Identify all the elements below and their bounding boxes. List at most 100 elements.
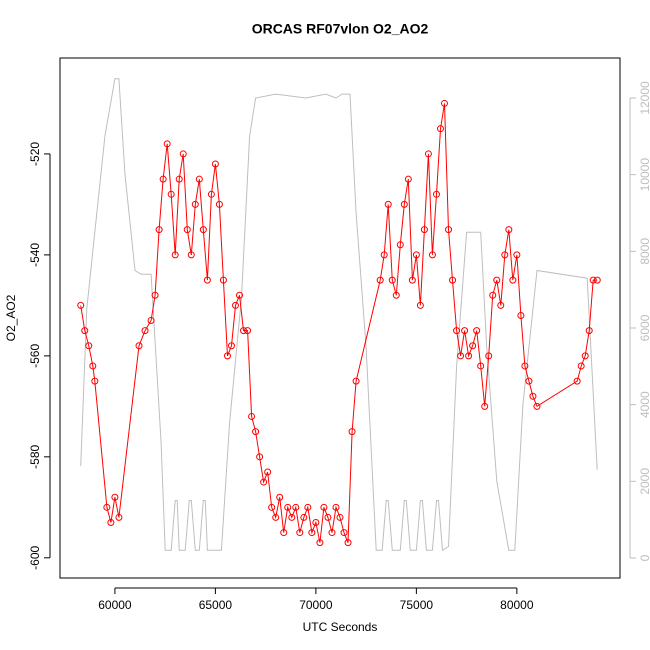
data-point (292, 503, 300, 511)
y-tick-label: -540 (28, 243, 42, 267)
x-tick-label: 60000 (98, 598, 132, 612)
data-point (231, 301, 239, 309)
data-point (505, 226, 513, 234)
data-point (489, 291, 497, 299)
data-point (457, 352, 465, 360)
data-point (300, 513, 308, 521)
data-point (436, 125, 444, 133)
data-point (207, 190, 215, 198)
y2-tick-label: 10000 (638, 158, 650, 192)
data-point (485, 352, 493, 360)
y-tick-label: -560 (28, 344, 42, 368)
data-point (296, 529, 304, 537)
data-point (396, 241, 404, 249)
data-point (408, 276, 416, 284)
data-point (465, 352, 473, 360)
data-point (428, 251, 436, 259)
data-point (493, 276, 501, 284)
data-point (316, 539, 324, 547)
data-point (517, 311, 525, 319)
data-point (236, 291, 244, 299)
data-point (585, 327, 593, 335)
x-tick-label: 75000 (400, 598, 434, 612)
data-point (453, 327, 461, 335)
data-point (324, 513, 332, 521)
x-axis-label: UTC Seconds (303, 620, 378, 634)
data-point (179, 150, 187, 158)
data-point (589, 276, 597, 284)
data-point (384, 200, 392, 208)
data-point (577, 362, 585, 370)
data-point (473, 327, 481, 335)
data-point (167, 190, 175, 198)
y2-tick-label: 0 (638, 554, 650, 561)
x-tick-label: 80000 (500, 598, 534, 612)
data-point (107, 518, 115, 526)
chart-title: ORCAS RF07vlon O2_AO2 (252, 21, 429, 37)
data-point (400, 200, 408, 208)
data-point (280, 529, 288, 537)
data-point (469, 342, 477, 350)
data-point (533, 402, 541, 410)
data-point (332, 503, 340, 511)
data-point (91, 377, 99, 385)
data-point (85, 342, 93, 350)
y-tick-label: -520 (28, 142, 42, 166)
data-point (376, 276, 384, 284)
data-point (525, 377, 533, 385)
data-point (191, 200, 199, 208)
data-point (163, 140, 171, 148)
y2-tick-label: 6000 (638, 314, 650, 341)
data-point (175, 175, 183, 183)
data-point (159, 175, 167, 183)
y-tick-label: -600 (28, 545, 42, 569)
data-point (481, 402, 489, 410)
data-point (260, 478, 268, 486)
data-point (111, 493, 119, 501)
data-point (151, 291, 159, 299)
data-point (392, 291, 400, 299)
x-tick-label: 65000 (199, 598, 233, 612)
data-point (199, 226, 207, 234)
data-point (501, 251, 509, 259)
data-point (449, 276, 457, 284)
data-point (352, 377, 360, 385)
data-point (252, 428, 260, 436)
data-point (477, 362, 485, 370)
data-point (416, 301, 424, 309)
data-point (89, 362, 97, 370)
data-point (211, 160, 219, 168)
data-point (268, 503, 276, 511)
data-point (77, 301, 85, 309)
data-point (264, 468, 272, 476)
data-point (187, 251, 195, 259)
data-point (223, 352, 231, 360)
y2-tick-label: 8000 (638, 238, 650, 265)
data-point (183, 226, 191, 234)
data-point (141, 327, 149, 335)
data-point (312, 518, 320, 526)
data-point (284, 503, 292, 511)
data-point (244, 327, 252, 335)
data-point (135, 342, 143, 350)
data-point (497, 301, 505, 309)
data-point (340, 529, 348, 537)
data-point (81, 327, 89, 335)
data-point (344, 539, 352, 547)
data-point (412, 251, 420, 259)
data-point (380, 251, 388, 259)
data-point (308, 529, 316, 537)
data-point (171, 251, 179, 259)
data-point (461, 327, 469, 335)
data-point (529, 392, 537, 400)
series-line (80, 103, 598, 543)
data-point (420, 226, 428, 234)
data-point (240, 327, 248, 335)
data-point (276, 493, 284, 501)
data-point (336, 513, 344, 521)
data-point (441, 99, 449, 107)
data-point (203, 276, 211, 284)
series-line (80, 78, 598, 552)
data-point (256, 453, 264, 461)
